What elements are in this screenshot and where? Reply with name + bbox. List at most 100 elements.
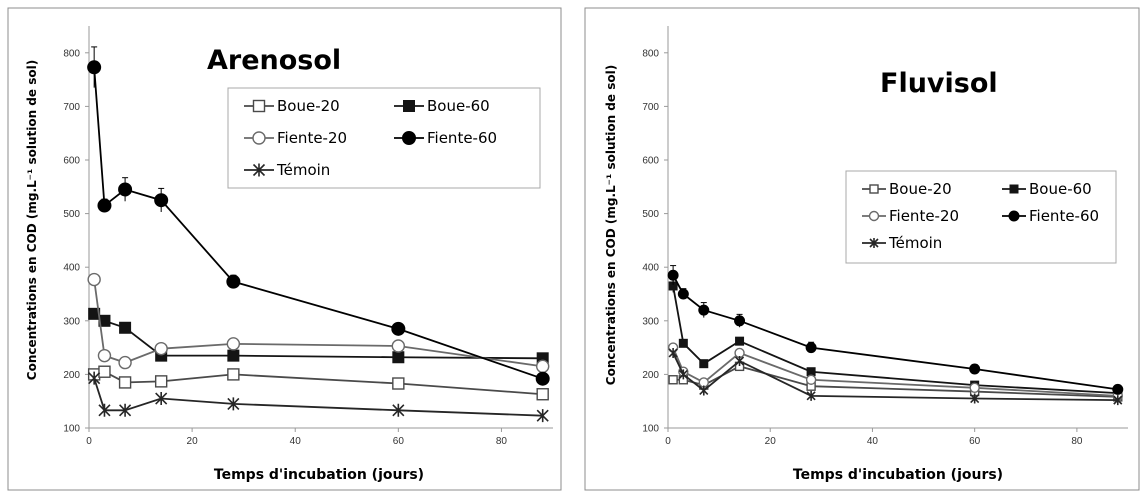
legend-label: Boue-60 (427, 97, 490, 115)
data-point (667, 269, 679, 281)
data-point (805, 374, 817, 385)
x-tick-label: 20 (187, 436, 199, 447)
data-point (88, 371, 101, 385)
data-point (668, 347, 678, 358)
x-tick-label: 40 (290, 436, 302, 447)
y-tick-label: 100 (63, 424, 80, 435)
plot-area-arenosol: 100 200 300 400 500 600 700 800 0 20 40 60 80 Boue-20… (63, 26, 553, 447)
legend-label: Fiente-60 (427, 129, 497, 147)
y-tick-label: 300 (63, 316, 80, 327)
data-point (227, 349, 240, 362)
data-point (677, 288, 689, 300)
legend-label: Boue-60 (1029, 180, 1092, 198)
legend-item-boue-20: Boue-20 (244, 97, 340, 115)
y-tick-label: 600 (642, 156, 659, 167)
data-point (97, 198, 112, 213)
x-tick-label: 60 (393, 436, 405, 447)
legend-arenosol: Boue-20 Boue-60 Fiente-20 Fiente-60 Témoin (227, 87, 541, 189)
legend-marker (252, 131, 266, 145)
legend-label: Fiente-60 (1029, 207, 1099, 225)
legend-box (227, 87, 541, 189)
legend-marker (1008, 210, 1020, 222)
legend-marker (252, 99, 266, 113)
data-point (806, 390, 816, 401)
y-tick-label: 200 (63, 370, 80, 381)
y-tick-label: 800 (63, 48, 80, 59)
x-tick-label: 60 (969, 436, 981, 447)
legend-marker (1009, 184, 1019, 194)
legend-label: Témoin (888, 234, 942, 252)
data-point (668, 375, 678, 385)
y-tick-label: 800 (642, 48, 659, 59)
legend-item-fiente-20: Fiente-20 (244, 129, 347, 147)
legend-item-boue-60: Boue-60 (1002, 180, 1092, 198)
data-point (98, 403, 111, 417)
data-point (154, 375, 168, 388)
data-point (119, 321, 132, 334)
legend-label: Témoin (276, 161, 330, 179)
legend-label: Fiente-20 (277, 129, 347, 147)
x-tick-label: 80 (1071, 436, 1083, 447)
legend-marker (869, 184, 879, 194)
x-tick-label: 40 (867, 436, 879, 447)
x-axis-label-arenosol: Temps d'incubation (jours) (214, 467, 424, 483)
y-tick-label: 200 (642, 370, 659, 381)
x-tick-label: 20 (765, 436, 777, 447)
legend-label: Fiente-20 (889, 207, 959, 225)
series-temoin (668, 347, 1123, 406)
chart-title-arenosol: Arenosol (207, 45, 341, 76)
x-axis-label-fluvisol: Temps d'incubation (jours) (793, 467, 1003, 483)
data-point (98, 365, 111, 378)
data-point (154, 341, 168, 356)
data-point (155, 392, 168, 406)
data-point (678, 338, 688, 348)
data-point (391, 321, 406, 336)
data-point (392, 377, 405, 390)
data-point (970, 393, 980, 404)
x-tick-label: 0 (86, 436, 92, 447)
y-axis-label-fluvisol: Concentrations en COD (mg.L⁻¹ solution d… (604, 65, 618, 385)
chart-panel-arenosol (7, 7, 562, 491)
data-point (87, 60, 102, 75)
data-point (1112, 383, 1124, 395)
legend-item-fiente-20: Fiente-20 (862, 207, 959, 225)
data-point (392, 403, 405, 417)
data-point (118, 182, 133, 197)
y-tick-label: 300 (642, 316, 659, 327)
series-boue-60 (88, 307, 549, 365)
y-tick-label: 500 (642, 209, 659, 220)
data-point (536, 409, 549, 423)
data-point (535, 371, 550, 386)
data-point (227, 368, 240, 381)
legend-marker (402, 131, 416, 145)
y-tick-label: 700 (642, 102, 659, 113)
legend-item-boue-60: Boue-60 (394, 97, 490, 115)
legend-label: Boue-20 (889, 180, 952, 198)
y-axis-label-arenosol: Concentrations en COD (mg.L⁻¹ solution d… (25, 60, 39, 380)
data-point (1113, 395, 1123, 406)
legend-item-boue-20: Boue-20 (862, 180, 952, 198)
data-point (97, 348, 112, 363)
y-tick-label: 500 (63, 209, 80, 220)
data-point (678, 369, 688, 380)
data-point (805, 342, 817, 354)
data-point (118, 355, 132, 370)
data-point (87, 272, 101, 287)
data-point (227, 397, 240, 411)
data-point (392, 351, 405, 364)
x-tick-label: 0 (665, 436, 671, 447)
legend-label: Boue-20 (277, 97, 340, 115)
data-point (391, 339, 406, 353)
legend-marker (403, 100, 415, 112)
y-tick-label: 700 (63, 102, 80, 113)
series-fiente-60 (87, 46, 550, 386)
data-point (734, 356, 745, 366)
legend-marker (252, 163, 266, 177)
legend-item-temoin: Témoin (862, 234, 942, 252)
data-point (536, 388, 549, 401)
data-point (699, 359, 709, 369)
data-point (226, 274, 241, 289)
series-temoin (88, 371, 549, 423)
series-fiente-60 (667, 265, 1124, 395)
